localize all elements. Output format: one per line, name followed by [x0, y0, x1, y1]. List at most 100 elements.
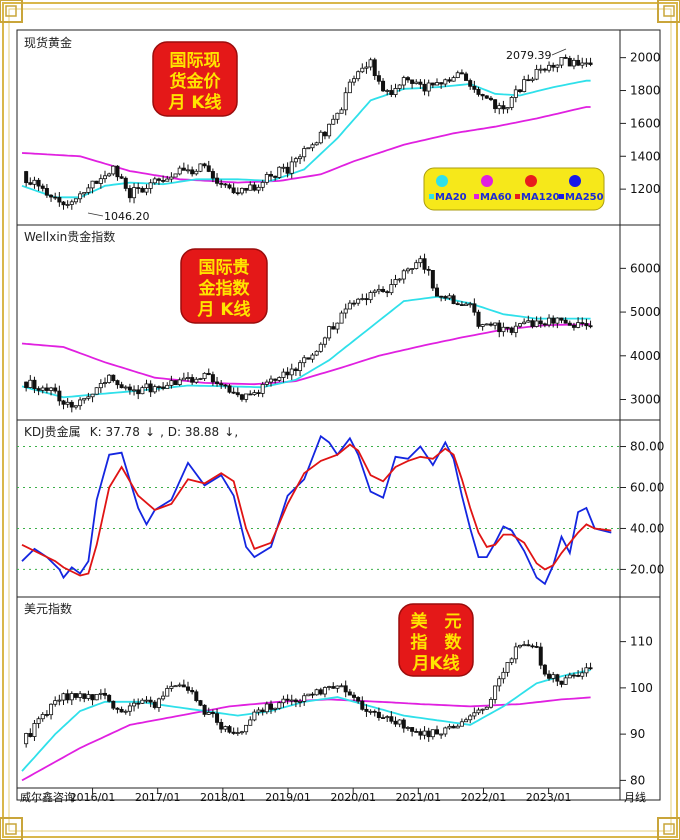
kdj-d-down-arrow-icon: ↓, [224, 425, 238, 439]
usd-candle [542, 663, 547, 677]
index-candle [571, 322, 576, 331]
index-candle [165, 382, 170, 389]
index-candle [140, 385, 145, 395]
index-candle [194, 377, 199, 384]
gold-candle [36, 177, 41, 191]
usd-candle [493, 685, 498, 704]
gold-stamp: 国际现 货金价 月 K线 [152, 41, 238, 117]
gold-candle [381, 78, 386, 93]
gold-candle [351, 75, 356, 86]
usd-candle [293, 698, 298, 708]
usd-candle [584, 663, 589, 677]
usd-candle [78, 691, 83, 702]
gold-candle [518, 89, 523, 94]
gold-candle [252, 182, 257, 192]
index-candle [322, 336, 327, 348]
usd-candle [231, 727, 236, 735]
usd-candle [555, 673, 560, 687]
usd-candle [538, 642, 543, 670]
usd-candle [322, 686, 327, 698]
gold-candle [459, 69, 464, 75]
gold-candle [331, 114, 336, 125]
usd-candle [588, 662, 593, 670]
index-candle [127, 383, 132, 395]
x-tick-label: 2020/01 [330, 791, 376, 804]
index-candle [488, 321, 493, 327]
gold-price-panel: 1200 1400 1600 1800 2000 [21, 51, 661, 210]
usd-candle [484, 706, 489, 710]
usd-candle [44, 710, 49, 718]
gold-candle [505, 107, 510, 114]
kdj-d-line [21, 443, 612, 577]
usd-candle [443, 726, 448, 737]
index-ma20-line [21, 295, 591, 399]
gold-candle [194, 169, 199, 176]
usd-candle [451, 724, 456, 729]
usd-candle [497, 675, 502, 692]
index-candle [49, 386, 54, 396]
usd-candle [310, 692, 315, 699]
usd-stamp-line-2: 指 数 [411, 632, 463, 653]
usd-stamp-line-3: 月K线 [411, 653, 459, 674]
usd-candle [57, 694, 62, 706]
index-candle [61, 399, 66, 410]
gold-high-annotation: 2079.39 [506, 49, 552, 62]
index-candle [239, 393, 244, 402]
ma120-legend-swatch [515, 194, 520, 199]
usd-candle [434, 725, 439, 735]
usd-candle [140, 698, 145, 705]
usd-candle [40, 712, 45, 722]
gold-ytick-label: 2000 [630, 51, 661, 65]
usd-candle [223, 725, 228, 733]
gold-candle [53, 192, 58, 200]
gold-candle [497, 102, 502, 115]
index-candle [422, 253, 427, 274]
gold-candle [555, 64, 560, 73]
index-candle [555, 317, 560, 329]
usd-candle [198, 699, 203, 707]
kdj-k-line [21, 434, 612, 586]
usd-candle [277, 701, 282, 710]
index-ma60-line [21, 323, 591, 386]
index-candle [185, 372, 190, 382]
usd-candle [547, 670, 552, 681]
gold-candle [501, 100, 506, 114]
gold-candle [576, 54, 581, 67]
gold-candle [472, 80, 477, 93]
gold-candle [165, 175, 170, 182]
index-candle [281, 368, 286, 383]
index-candle [181, 372, 186, 381]
index-candle [260, 381, 265, 398]
index-candle [405, 267, 410, 274]
index-candle [576, 317, 581, 329]
index-candle [567, 320, 572, 326]
usd-candle [90, 694, 95, 706]
gold-candle [40, 183, 45, 192]
gold-candle [422, 79, 427, 96]
index-candle [24, 381, 29, 392]
ma60-legend-swatch [474, 194, 479, 199]
usd-candle [385, 715, 390, 723]
index-candle [418, 255, 423, 268]
usd-candle [418, 728, 423, 740]
index-candle [368, 290, 373, 304]
gold-candle [322, 130, 327, 140]
ma120-legend-dot [525, 175, 537, 187]
usd-candle [356, 696, 361, 704]
kdj-k-value: K: 37.78 [90, 425, 140, 439]
gold-candle [256, 184, 261, 194]
gold-candle [542, 67, 547, 73]
gold-candle [289, 156, 294, 179]
gold-candle [588, 57, 593, 67]
gold-candle [488, 95, 493, 102]
gold-candle [181, 162, 186, 171]
index-candle [28, 375, 33, 389]
index-candle [227, 384, 232, 394]
index-candle [90, 393, 95, 403]
usd-candle [210, 709, 215, 718]
index-candle [434, 283, 439, 297]
index-candle [123, 385, 128, 391]
gold-candle [364, 61, 369, 74]
usd-candle [49, 703, 54, 720]
gold-candle [393, 83, 398, 98]
